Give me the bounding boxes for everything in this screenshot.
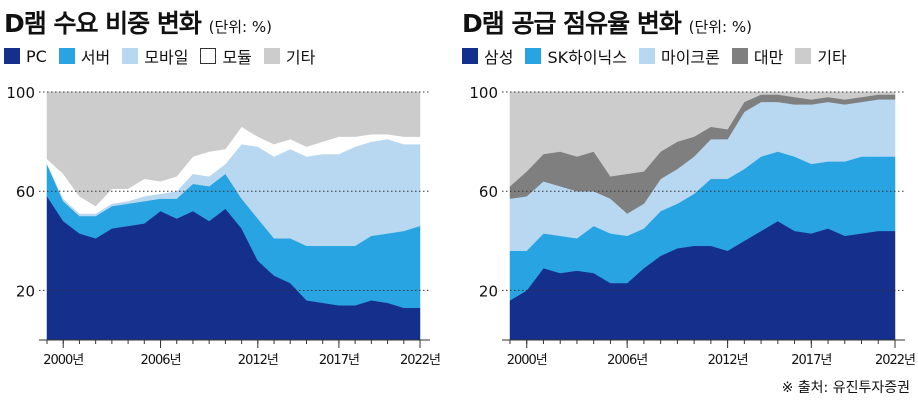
right-chart-unit: (단위: %) bbox=[688, 18, 752, 36]
legend-label: PC bbox=[26, 46, 47, 66]
x-tick-label-1-3: 2017년 bbox=[791, 353, 831, 368]
legend-item-0-0: PC bbox=[4, 47, 47, 66]
legend-item-1-4: 기타 bbox=[795, 44, 847, 68]
y-tick-0-0: 20 bbox=[16, 282, 35, 300]
legend-label: 모듈 bbox=[222, 48, 252, 67]
legend-item-1-1: SK하이닉스 bbox=[525, 44, 627, 68]
right-chart-legend: 삼성 SK하이닉스 마이크론 대만 기타 bbox=[462, 44, 859, 68]
legend-label: 마이크론 bbox=[660, 48, 720, 67]
legend-item-1-2: 마이크론 bbox=[638, 44, 720, 68]
legend-swatch bbox=[122, 48, 139, 64]
legend-item-0-2: 모바일 bbox=[122, 44, 188, 68]
y-tick-0-2: 100 bbox=[6, 84, 35, 102]
x-tick-label-1-4: 2022년 bbox=[875, 353, 915, 368]
legend-item-0-1: 서버 bbox=[58, 44, 111, 68]
legend-item-0-3: 모듈 bbox=[200, 44, 252, 68]
legend-item-1-3: 대만 bbox=[731, 44, 784, 68]
left-area-chart: 20 60 100 2000년 2006년 2012년 2017년 2022년 bbox=[6, 84, 441, 368]
legend-label: 기타 bbox=[285, 48, 316, 67]
legend-swatch bbox=[263, 48, 280, 64]
legend-label: 기타 bbox=[817, 48, 847, 67]
y-tick-1-0: 20 bbox=[479, 282, 498, 300]
left-chart-unit: (단위: %) bbox=[208, 18, 272, 36]
legend-swatch bbox=[200, 48, 217, 64]
legend-item-0-4: 기타 bbox=[263, 44, 316, 68]
x-tick-label-0-3: 2017년 bbox=[319, 353, 359, 368]
legend-swatch bbox=[58, 48, 75, 64]
x-tick-label-1-2: 2012년 bbox=[708, 353, 748, 368]
x-tick-label-0-4: 2022년 bbox=[400, 353, 440, 368]
y-tick-1-2: 100 bbox=[469, 84, 498, 102]
legend-label: 모바일 bbox=[144, 48, 189, 67]
right-area-chart: 20 60 100 2000년 2006년 2012년 2017년 2022년 bbox=[469, 84, 916, 368]
legend-item-1-0: 삼성 bbox=[462, 44, 513, 68]
legend-swatch bbox=[795, 48, 812, 64]
x-tick-label-0-1: 2006년 bbox=[140, 353, 180, 368]
legend-label: 삼성 bbox=[484, 48, 514, 67]
left-chart-legend: PC 서버 모바일 모듈 기타 bbox=[4, 44, 327, 68]
left-chart-title: D램 수요 비중 변화 (단위: %) bbox=[4, 9, 272, 38]
legend-swatch bbox=[4, 48, 20, 64]
x-tick-label-0-2: 2012년 bbox=[238, 353, 278, 368]
legend-label: SK하이닉스 bbox=[547, 48, 627, 67]
legend-label: 서버 bbox=[80, 48, 111, 67]
legend-swatch bbox=[731, 48, 748, 64]
areas bbox=[46, 91, 421, 341]
x-tick-label-1-0: 2000년 bbox=[507, 353, 547, 368]
legend-swatch bbox=[638, 48, 655, 64]
area-0-4 bbox=[46, 91, 421, 207]
y-tick-1-1: 60 bbox=[479, 183, 498, 201]
legend-label: 대만 bbox=[753, 48, 784, 67]
areas bbox=[509, 91, 896, 341]
area-1-4 bbox=[509, 91, 896, 187]
x-tick-label-0-0: 2000년 bbox=[43, 353, 83, 368]
right-chart-title: D램 공급 점유율 변화 (단위: %) bbox=[462, 9, 752, 38]
source-note: ※ 출처: 유진투자증권 bbox=[781, 380, 910, 396]
legend-swatch bbox=[525, 48, 542, 64]
x-tick-label-1-1: 2006년 bbox=[607, 353, 647, 368]
y-tick-0-1: 60 bbox=[16, 183, 35, 201]
legend-swatch bbox=[462, 48, 478, 64]
